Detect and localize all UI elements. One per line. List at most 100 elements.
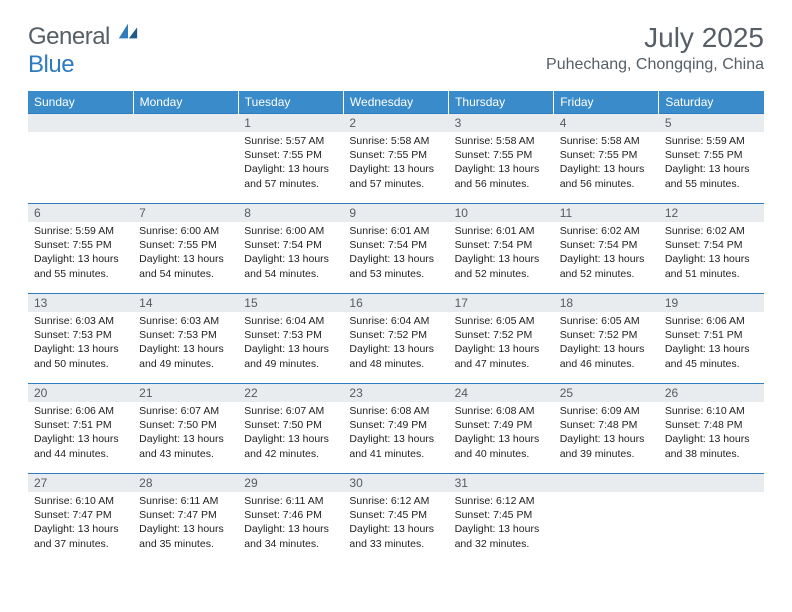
day-body: Sunrise: 6:04 AMSunset: 7:53 PMDaylight:… [238, 312, 343, 375]
day-number: 28 [133, 474, 238, 492]
day-body [659, 492, 764, 552]
day-cell: 28Sunrise: 6:11 AMSunset: 7:47 PMDayligh… [133, 474, 238, 564]
day-number: 9 [343, 204, 448, 222]
day-cell: 15Sunrise: 6:04 AMSunset: 7:53 PMDayligh… [238, 294, 343, 384]
day-cell: 24Sunrise: 6:08 AMSunset: 7:49 PMDayligh… [449, 384, 554, 474]
empty-cell [133, 114, 238, 204]
day-number: 29 [238, 474, 343, 492]
day-cell: 14Sunrise: 6:03 AMSunset: 7:53 PMDayligh… [133, 294, 238, 384]
title-block: July 2025 Puhechang, Chongqing, China [546, 22, 764, 74]
day-header-thursday: Thursday [449, 91, 554, 114]
day-body: Sunrise: 5:58 AMSunset: 7:55 PMDaylight:… [343, 132, 448, 195]
day-body: Sunrise: 6:06 AMSunset: 7:51 PMDaylight:… [659, 312, 764, 375]
day-body: Sunrise: 6:03 AMSunset: 7:53 PMDaylight:… [133, 312, 238, 375]
day-header-row: SundayMondayTuesdayWednesdayThursdayFrid… [28, 91, 764, 114]
day-body: Sunrise: 6:02 AMSunset: 7:54 PMDaylight:… [659, 222, 764, 285]
day-number: 24 [449, 384, 554, 402]
day-number: 26 [659, 384, 764, 402]
day-header-monday: Monday [133, 91, 238, 114]
day-cell: 1Sunrise: 5:57 AMSunset: 7:55 PMDaylight… [238, 114, 343, 204]
location: Puhechang, Chongqing, China [546, 56, 764, 74]
day-number: 6 [28, 204, 133, 222]
day-body: Sunrise: 6:08 AMSunset: 7:49 PMDaylight:… [449, 402, 554, 465]
day-body: Sunrise: 6:01 AMSunset: 7:54 PMDaylight:… [343, 222, 448, 285]
day-cell: 25Sunrise: 6:09 AMSunset: 7:48 PMDayligh… [554, 384, 659, 474]
day-cell: 21Sunrise: 6:07 AMSunset: 7:50 PMDayligh… [133, 384, 238, 474]
day-cell: 27Sunrise: 6:10 AMSunset: 7:47 PMDayligh… [28, 474, 133, 564]
day-body: Sunrise: 5:59 AMSunset: 7:55 PMDaylight:… [28, 222, 133, 285]
day-header-friday: Friday [554, 91, 659, 114]
week-row: 6Sunrise: 5:59 AMSunset: 7:55 PMDaylight… [28, 204, 764, 294]
week-row: 20Sunrise: 6:06 AMSunset: 7:51 PMDayligh… [28, 384, 764, 474]
day-number: 1 [238, 114, 343, 132]
day-number: 20 [28, 384, 133, 402]
day-cell: 17Sunrise: 6:05 AMSunset: 7:52 PMDayligh… [449, 294, 554, 384]
day-cell: 18Sunrise: 6:05 AMSunset: 7:52 PMDayligh… [554, 294, 659, 384]
sail-icon [117, 20, 139, 42]
logo: General Blue [28, 22, 139, 79]
day-number [554, 474, 659, 492]
day-cell: 7Sunrise: 6:00 AMSunset: 7:55 PMDaylight… [133, 204, 238, 294]
day-cell: 3Sunrise: 5:58 AMSunset: 7:55 PMDaylight… [449, 114, 554, 204]
day-number: 15 [238, 294, 343, 312]
week-row: 13Sunrise: 6:03 AMSunset: 7:53 PMDayligh… [28, 294, 764, 384]
day-number: 8 [238, 204, 343, 222]
day-number: 13 [28, 294, 133, 312]
day-body: Sunrise: 6:06 AMSunset: 7:51 PMDaylight:… [28, 402, 133, 465]
day-number: 19 [659, 294, 764, 312]
day-cell: 4Sunrise: 5:58 AMSunset: 7:55 PMDaylight… [554, 114, 659, 204]
day-cell: 10Sunrise: 6:01 AMSunset: 7:54 PMDayligh… [449, 204, 554, 294]
day-number: 12 [659, 204, 764, 222]
day-cell: 30Sunrise: 6:12 AMSunset: 7:45 PMDayligh… [343, 474, 448, 564]
day-body: Sunrise: 6:07 AMSunset: 7:50 PMDaylight:… [133, 402, 238, 465]
day-cell: 2Sunrise: 5:58 AMSunset: 7:55 PMDaylight… [343, 114, 448, 204]
day-body: Sunrise: 6:11 AMSunset: 7:46 PMDaylight:… [238, 492, 343, 555]
day-number: 22 [238, 384, 343, 402]
day-number: 14 [133, 294, 238, 312]
day-header-wednesday: Wednesday [343, 91, 448, 114]
calendar-table: SundayMondayTuesdayWednesdayThursdayFrid… [28, 91, 764, 564]
day-body: Sunrise: 5:58 AMSunset: 7:55 PMDaylight:… [554, 132, 659, 195]
logo-text-blue: Blue [28, 51, 74, 78]
day-body: Sunrise: 6:11 AMSunset: 7:47 PMDaylight:… [133, 492, 238, 555]
day-cell: 8Sunrise: 6:00 AMSunset: 7:54 PMDaylight… [238, 204, 343, 294]
day-body: Sunrise: 6:04 AMSunset: 7:52 PMDaylight:… [343, 312, 448, 375]
day-body: Sunrise: 6:05 AMSunset: 7:52 PMDaylight:… [554, 312, 659, 375]
page-header: General Blue July 2025 Puhechang, Chongq… [28, 22, 764, 79]
day-cell: 23Sunrise: 6:08 AMSunset: 7:49 PMDayligh… [343, 384, 448, 474]
day-cell: 13Sunrise: 6:03 AMSunset: 7:53 PMDayligh… [28, 294, 133, 384]
day-body: Sunrise: 6:08 AMSunset: 7:49 PMDaylight:… [343, 402, 448, 465]
day-body: Sunrise: 6:10 AMSunset: 7:47 PMDaylight:… [28, 492, 133, 555]
empty-cell [659, 474, 764, 564]
day-number: 10 [449, 204, 554, 222]
day-cell: 31Sunrise: 6:12 AMSunset: 7:45 PMDayligh… [449, 474, 554, 564]
logo-text: General Blue [28, 22, 139, 79]
day-number: 7 [133, 204, 238, 222]
empty-cell [28, 114, 133, 204]
day-number: 11 [554, 204, 659, 222]
day-number: 30 [343, 474, 448, 492]
day-body: Sunrise: 6:05 AMSunset: 7:52 PMDaylight:… [449, 312, 554, 375]
day-body: Sunrise: 6:00 AMSunset: 7:54 PMDaylight:… [238, 222, 343, 285]
day-cell: 20Sunrise: 6:06 AMSunset: 7:51 PMDayligh… [28, 384, 133, 474]
day-number: 25 [554, 384, 659, 402]
day-body: Sunrise: 5:58 AMSunset: 7:55 PMDaylight:… [449, 132, 554, 195]
day-number: 2 [343, 114, 448, 132]
day-cell: 29Sunrise: 6:11 AMSunset: 7:46 PMDayligh… [238, 474, 343, 564]
day-cell: 5Sunrise: 5:59 AMSunset: 7:55 PMDaylight… [659, 114, 764, 204]
day-number: 27 [28, 474, 133, 492]
day-number [28, 114, 133, 132]
day-body: Sunrise: 6:12 AMSunset: 7:45 PMDaylight:… [449, 492, 554, 555]
day-body: Sunrise: 6:10 AMSunset: 7:48 PMDaylight:… [659, 402, 764, 465]
day-number [659, 474, 764, 492]
day-number: 5 [659, 114, 764, 132]
day-cell: 11Sunrise: 6:02 AMSunset: 7:54 PMDayligh… [554, 204, 659, 294]
day-body: Sunrise: 6:12 AMSunset: 7:45 PMDaylight:… [343, 492, 448, 555]
day-header-saturday: Saturday [659, 91, 764, 114]
day-body: Sunrise: 6:07 AMSunset: 7:50 PMDaylight:… [238, 402, 343, 465]
day-body: Sunrise: 6:03 AMSunset: 7:53 PMDaylight:… [28, 312, 133, 375]
day-body: Sunrise: 5:57 AMSunset: 7:55 PMDaylight:… [238, 132, 343, 195]
day-body: Sunrise: 6:00 AMSunset: 7:55 PMDaylight:… [133, 222, 238, 285]
day-cell: 6Sunrise: 5:59 AMSunset: 7:55 PMDaylight… [28, 204, 133, 294]
day-cell: 16Sunrise: 6:04 AMSunset: 7:52 PMDayligh… [343, 294, 448, 384]
